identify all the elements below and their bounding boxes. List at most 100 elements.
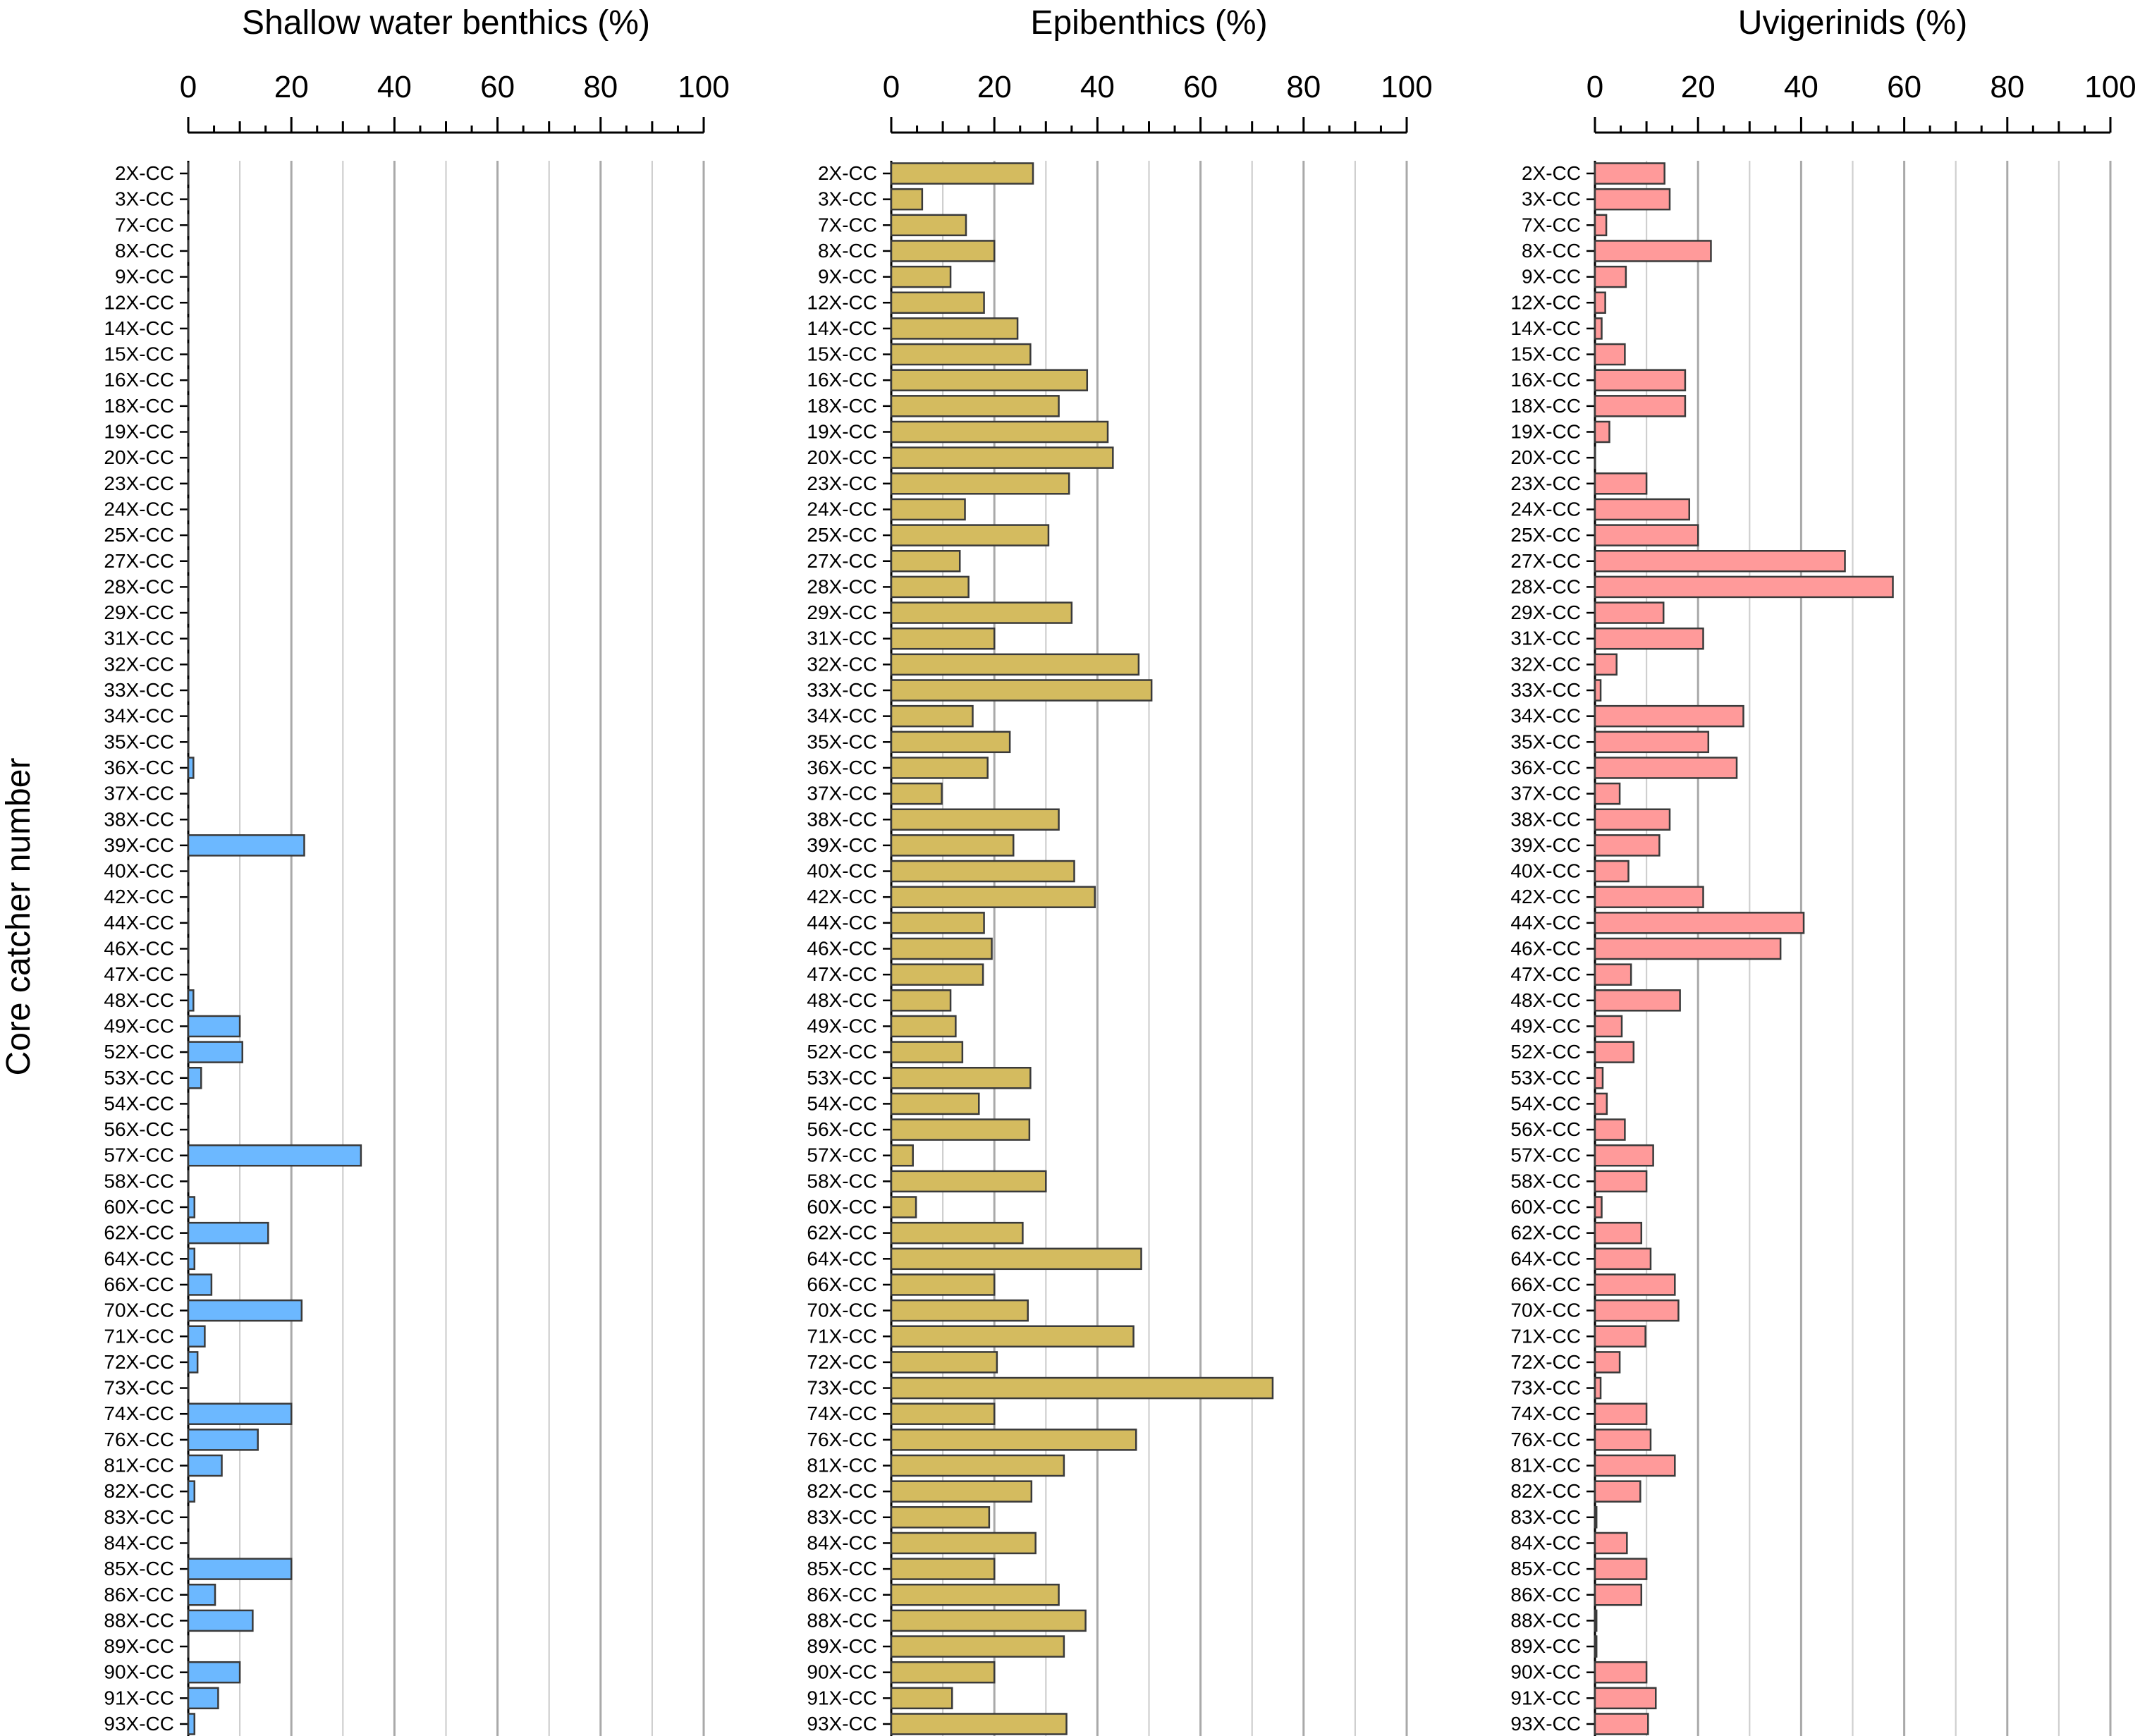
category-label: 14X-CC	[104, 317, 174, 339]
bar	[1594, 343, 1626, 366]
category-label: 2X-CC	[818, 162, 877, 184]
category-label: 46X-CC	[807, 938, 877, 960]
bar	[1594, 1299, 1680, 1322]
bar	[890, 1118, 1031, 1141]
bar	[1594, 912, 1805, 934]
bar	[890, 343, 1032, 366]
category-label: 70X-CC	[807, 1300, 877, 1321]
bar	[187, 1687, 219, 1710]
bar	[890, 1584, 1060, 1606]
category-label: 24X-CC	[1510, 498, 1581, 520]
x-tick-label: 60	[1887, 70, 1921, 104]
bar	[890, 1376, 1274, 1400]
bar	[187, 1247, 196, 1271]
category-label: 85X-CC	[807, 1558, 877, 1579]
bar	[187, 1067, 202, 1089]
category-label: 29X-CC	[1510, 601, 1581, 623]
category-label: 64X-CC	[807, 1247, 877, 1269]
bar	[890, 886, 1096, 908]
bar	[890, 498, 966, 521]
bar	[1594, 1402, 1648, 1425]
category-label: 40X-CC	[1510, 860, 1581, 882]
category-label: 56X-CC	[104, 1118, 174, 1140]
bar	[1594, 834, 1661, 857]
category-label: 27X-CC	[1510, 550, 1581, 572]
category-label: 62X-CC	[104, 1222, 174, 1244]
category-label: 84X-CC	[807, 1532, 877, 1553]
x-tick-label: 100	[678, 70, 729, 104]
category-label: 76X-CC	[104, 1429, 174, 1450]
category-label: 71X-CC	[1510, 1325, 1581, 1347]
category-label: 73X-CC	[807, 1377, 877, 1399]
bar	[890, 1170, 1047, 1193]
category-label: 18X-CC	[104, 395, 174, 417]
bar	[187, 1454, 223, 1477]
category-label: 83X-CC	[807, 1506, 877, 1528]
category-label: 20X-CC	[807, 446, 877, 468]
category-label: 34X-CC	[807, 705, 877, 727]
category-label: 49X-CC	[807, 1015, 877, 1037]
category-label: 88X-CC	[807, 1609, 877, 1631]
x-tick-label: 100	[1381, 70, 1432, 104]
category-label: 36X-CC	[807, 757, 877, 778]
category-label: 91X-CC	[104, 1687, 174, 1709]
category-label: 60X-CC	[104, 1196, 174, 1218]
bar	[1594, 808, 1671, 831]
category-label: 58X-CC	[104, 1170, 174, 1192]
bar	[1594, 240, 1712, 262]
bar	[890, 1196, 917, 1218]
bar	[1594, 498, 1691, 521]
bar	[890, 963, 984, 986]
category-label: 86X-CC	[807, 1584, 877, 1606]
bar	[1594, 188, 1671, 211]
bar	[1594, 1635, 1598, 1658]
bar	[890, 731, 1011, 754]
category-label: 64X-CC	[1510, 1247, 1581, 1269]
category-label: 81X-CC	[807, 1455, 877, 1477]
category-label: 20X-CC	[104, 446, 174, 468]
bar	[187, 834, 305, 857]
bar	[1594, 1454, 1676, 1477]
bar	[187, 1558, 293, 1580]
bar	[890, 1687, 953, 1710]
bar	[1594, 757, 1738, 779]
category-label: 89X-CC	[807, 1635, 877, 1657]
category-label: 9X-CC	[818, 266, 877, 288]
x-tick-label: 80	[1990, 70, 2024, 104]
bar	[1594, 1532, 1628, 1555]
category-label: 90X-CC	[1510, 1661, 1581, 1683]
bar	[1594, 1351, 1621, 1374]
category-label: 23X-CC	[104, 472, 174, 494]
bar	[890, 291, 985, 314]
bar	[890, 1429, 1137, 1451]
bar	[1594, 1609, 1598, 1632]
category-label: 47X-CC	[1510, 963, 1581, 985]
x-tick-label: 0	[883, 70, 900, 104]
category-label: 60X-CC	[1510, 1196, 1581, 1218]
category-label: 28X-CC	[807, 575, 877, 597]
bar	[1594, 731, 1710, 754]
bar	[890, 1041, 964, 1063]
panel-title: Shallow water benthics (%)	[242, 4, 650, 42]
category-label: 81X-CC	[1510, 1455, 1581, 1477]
category-label: 56X-CC	[807, 1118, 877, 1140]
category-label: 15X-CC	[807, 343, 877, 365]
bar	[187, 1196, 196, 1218]
bar	[1594, 1687, 1657, 1710]
category-label: 44X-CC	[104, 912, 174, 934]
bar	[1594, 653, 1618, 676]
category-label: 89X-CC	[104, 1635, 174, 1657]
category-label: 48X-CC	[807, 989, 877, 1011]
category-label: 12X-CC	[1510, 291, 1581, 313]
category-label: 53X-CC	[1510, 1067, 1581, 1089]
category-label: 81X-CC	[104, 1455, 174, 1477]
category-label: 37X-CC	[1510, 783, 1581, 805]
category-label: 72X-CC	[807, 1351, 877, 1373]
category-label: 36X-CC	[1510, 757, 1581, 778]
category-label: 46X-CC	[1510, 938, 1581, 960]
y-axis-label: Core catcher number	[0, 758, 37, 1076]
category-label: 37X-CC	[104, 783, 174, 805]
category-label: 54X-CC	[104, 1092, 174, 1114]
category-label: 33X-CC	[807, 679, 877, 701]
category-label: 31X-CC	[807, 628, 877, 649]
